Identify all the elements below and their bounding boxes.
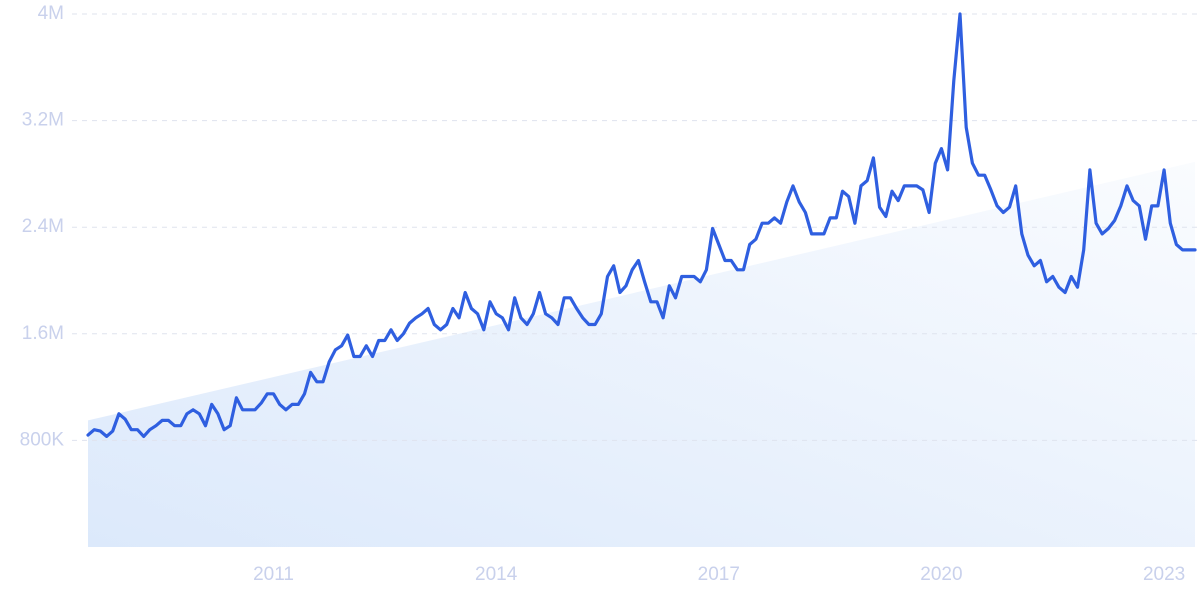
x-tick-label: 2017 bbox=[698, 564, 740, 585]
trend-area bbox=[88, 161, 1195, 547]
x-tick-label: 2020 bbox=[920, 564, 962, 585]
y-tick-label: 4M bbox=[38, 3, 64, 24]
y-tick-label: 3.2M bbox=[22, 110, 64, 131]
line bbox=[86, 12, 1197, 438]
y-tick-label: 800K bbox=[20, 429, 65, 450]
x-tick-label: 2023 bbox=[1143, 564, 1185, 585]
y-tick-label: 2.4M bbox=[22, 216, 64, 237]
x-tick-label: 2014 bbox=[475, 564, 518, 585]
x-tick-label: 2011 bbox=[253, 564, 294, 585]
y-tick-label: 1.6M bbox=[22, 323, 64, 344]
